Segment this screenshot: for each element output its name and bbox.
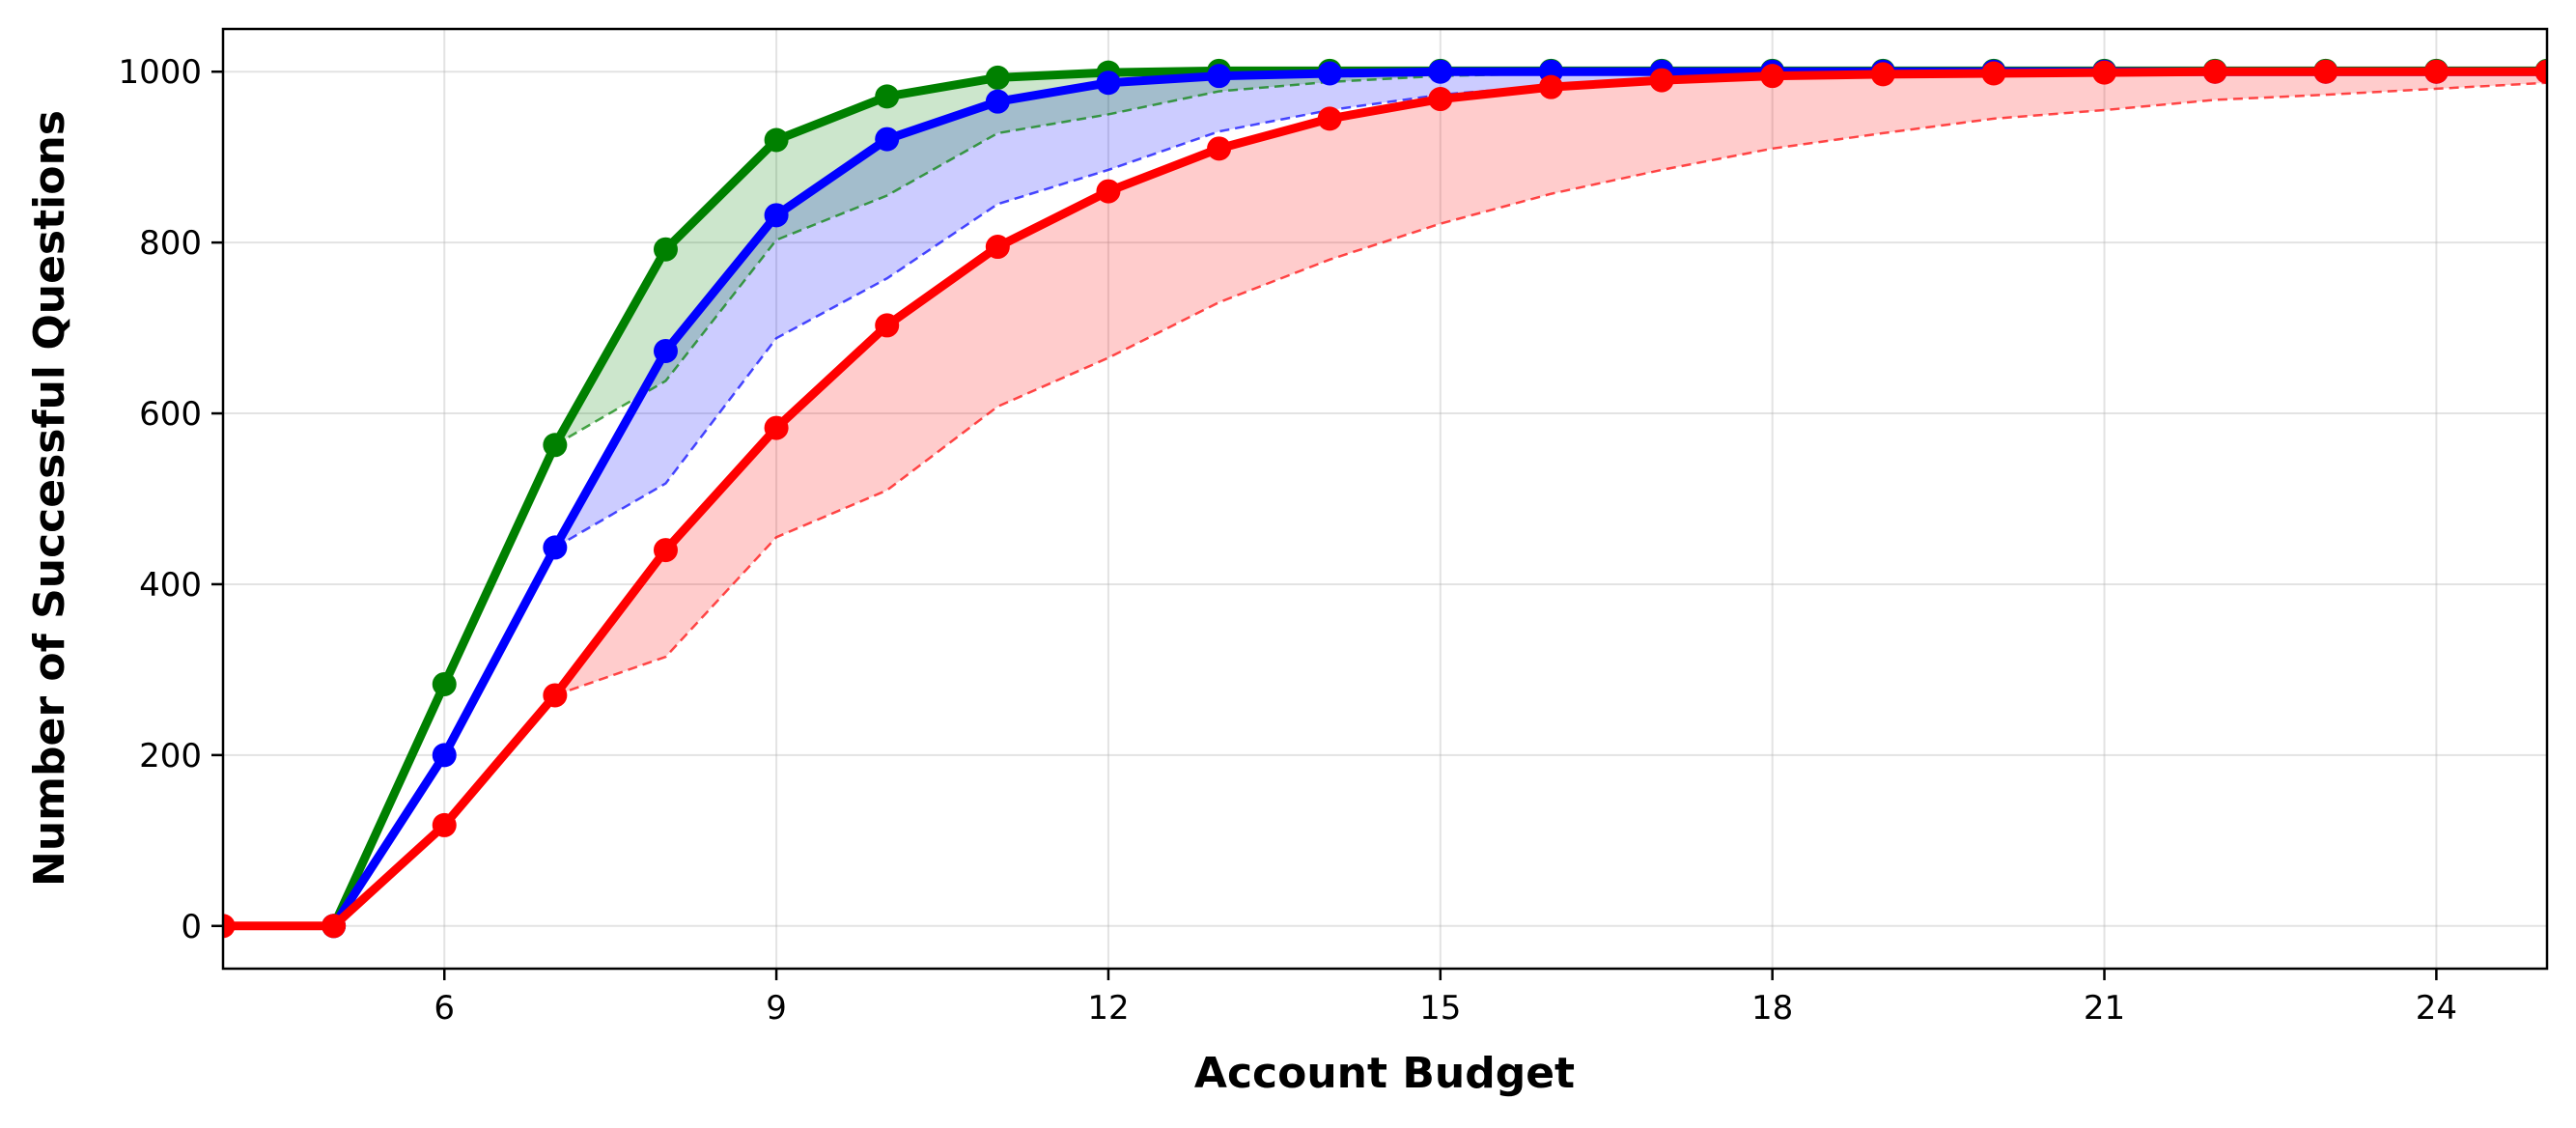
series-0-point: [223, 914, 236, 939]
series-0-point: [322, 914, 347, 939]
series-0-point: [2534, 59, 2547, 84]
series-1-point: [543, 535, 568, 560]
series-0-point: [1207, 136, 1232, 161]
series-0-point: [1760, 64, 1785, 89]
series-1-point: [1207, 64, 1232, 89]
x-tick-label: 6: [434, 989, 455, 1028]
series-0-point: [432, 812, 457, 837]
plot-area-frame: [221, 27, 2549, 971]
y-tick-label: 200: [139, 737, 202, 776]
series-0-point: [543, 683, 568, 708]
y-tick-label: 400: [139, 566, 202, 605]
x-tick-label: 18: [1751, 989, 1793, 1028]
series-0-point: [653, 538, 678, 563]
series-0-point: [2202, 59, 2227, 84]
series-0-point: [1538, 74, 1563, 99]
series-2-point: [543, 433, 568, 458]
y-tick-label: 800: [139, 224, 202, 263]
band-lower-line-series-0: [554, 81, 2547, 697]
series-1-point: [1096, 70, 1121, 96]
series-0-point: [2092, 60, 2117, 85]
x-tick-label: 21: [2084, 989, 2125, 1028]
series-0-point: [764, 415, 789, 440]
series-0-point: [1649, 68, 1674, 93]
series-0-point: [1317, 106, 1342, 131]
series-1-point: [432, 743, 457, 768]
series-0-point: [1981, 61, 2006, 86]
band-lower-line-series-2: [554, 70, 2547, 446]
series-1-point: [985, 89, 1010, 114]
series-0-point: [2313, 59, 2338, 84]
x-tick-label: 24: [2416, 989, 2457, 1028]
series-2-point: [432, 671, 457, 696]
series-2-point: [875, 84, 900, 109]
series-0-point: [875, 313, 900, 338]
series-line-0: [223, 67, 2547, 931]
axis-ticks: 6 9 12 15 18 21 24 0 200 400 600 800 1000: [118, 53, 2457, 1028]
y-tick-label: 1000: [118, 53, 202, 92]
x-axis-label: Account Budget: [1194, 1049, 1575, 1098]
series-2-point: [985, 65, 1010, 90]
series-0-point: [985, 235, 1010, 260]
series-0-point: [1870, 62, 1895, 87]
series-2-point: [653, 237, 678, 262]
series-1-point: [653, 338, 678, 363]
series-1-point: [764, 203, 789, 228]
x-tick-label: 12: [1087, 989, 1129, 1028]
y-tick-label: 600: [139, 395, 202, 434]
series-1-point: [1317, 61, 1342, 86]
y-axis-label: Number of Successful Questions: [25, 110, 74, 887]
series-1-point: [1428, 59, 1453, 84]
band-fill-series-0: [554, 71, 2547, 695]
series-0-point: [2423, 59, 2449, 84]
series-lines: [223, 58, 2547, 939]
band-lower-line-series-1: [554, 70, 2547, 550]
series-0-point: [1428, 87, 1453, 112]
series-0-point: [1096, 179, 1121, 204]
y-tick-label: 0: [181, 908, 202, 946]
confidence-bands: [554, 70, 2547, 697]
x-tick-label: 15: [1419, 989, 1461, 1028]
x-tick-label: 9: [766, 989, 787, 1028]
series-1-point: [875, 127, 900, 152]
series-2-point: [764, 127, 789, 153]
